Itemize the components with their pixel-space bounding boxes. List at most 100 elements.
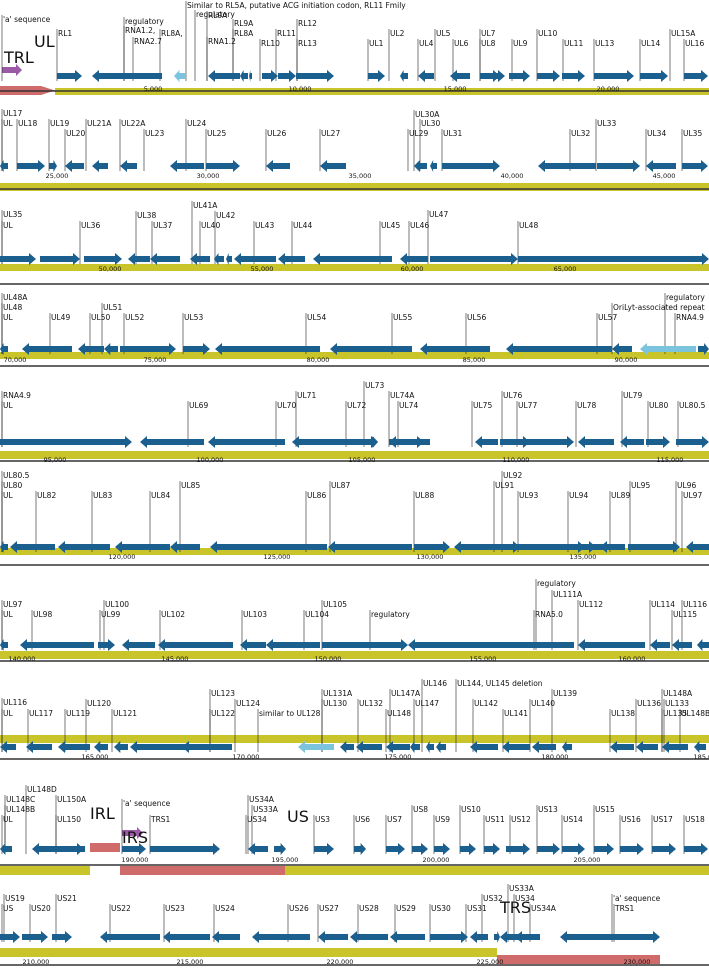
gene-label: US24 <box>215 904 235 913</box>
position-tick: 205,000 <box>574 856 601 864</box>
gene-label: UL133 <box>665 699 689 708</box>
position-tick: 190,000 <box>122 856 149 864</box>
position-tick: 150,000 <box>315 655 342 663</box>
a-sequence-feature <box>122 827 143 839</box>
gene-label: UL <box>3 313 13 322</box>
position-tick: 30,000 <box>197 172 220 180</box>
gene-arrow <box>366 436 378 448</box>
gene-arrow <box>17 160 45 172</box>
gene-arrow <box>183 343 210 355</box>
gene-arrow <box>208 70 240 82</box>
position-tick: 90,000 <box>615 356 638 364</box>
region-label: US <box>287 807 309 826</box>
gene-label: UL54 <box>307 313 326 322</box>
gene-arrow <box>322 639 408 651</box>
gene-label: UL97 <box>683 491 702 500</box>
gene-arrow <box>0 843 12 855</box>
gene-arrow <box>65 160 84 172</box>
gene-arrow <box>450 70 470 82</box>
gene-label: UL44 <box>293 221 312 230</box>
region-label: IRS <box>122 828 148 847</box>
position-tick: 85,000 <box>463 356 486 364</box>
gene-label: similar to UL128 <box>259 709 321 718</box>
gene-label: UL122 <box>211 709 235 718</box>
gene-label: UL92 <box>503 471 522 480</box>
gene-label: UL5 <box>436 29 451 38</box>
gene-label: regulatory <box>125 17 164 26</box>
gene-label: UL93 <box>519 491 538 500</box>
gene-arrow <box>49 160 57 172</box>
gene-arrow <box>408 639 574 651</box>
map-row-10: 210,000 215,000 220,000 225,000 230,000TRSUS… <box>0 884 709 966</box>
position-tick: 70,000 <box>4 356 27 364</box>
gene-arrow <box>98 639 115 651</box>
gene-label: UL18 <box>18 119 37 128</box>
region-bar <box>0 651 709 659</box>
gene-label: 'a' sequence <box>613 894 661 903</box>
gene-arrow <box>170 160 204 172</box>
gene-label: UL <box>3 815 13 824</box>
gene-label: UL132 <box>359 699 383 708</box>
gene-arrow <box>274 843 286 855</box>
gene-arrow <box>410 741 420 753</box>
gene-label: US32 <box>483 894 503 903</box>
position-tick: 75,000 <box>144 356 167 364</box>
position-tick: 155,000 <box>470 655 497 663</box>
gene-arrow <box>0 253 36 265</box>
gene-arrow <box>52 931 72 943</box>
gene-arrow <box>92 160 108 172</box>
position-tick: 200,000 <box>423 856 450 864</box>
gene-arrow <box>140 436 204 448</box>
gene-arrow <box>470 931 488 943</box>
gene-arrow <box>212 931 240 943</box>
gene-label: UL119 <box>66 709 90 718</box>
gene-label: UL121 <box>113 709 137 718</box>
gene-label: UL86 <box>307 491 326 500</box>
gene-label: UL116 <box>3 698 27 707</box>
region-bar <box>0 183 709 191</box>
gene-label: US33A <box>509 884 535 893</box>
gene-arrow <box>122 639 155 651</box>
gene-label: US33A <box>253 805 279 814</box>
gene-label: UL <box>3 709 13 718</box>
gene-arrow <box>698 343 709 355</box>
gene-label: UL141 <box>504 709 528 718</box>
gene-arrow <box>386 843 405 855</box>
gene-arrow <box>190 253 210 265</box>
gene-label: UL144, UL145 deletion <box>457 679 543 688</box>
gene-label: UL148A <box>663 689 693 698</box>
gene-label: US10 <box>461 805 481 814</box>
gene-label: 'a' sequence <box>3 15 51 24</box>
gene-arrow <box>430 160 437 172</box>
position-tick: 220,000 <box>327 958 354 966</box>
position-tick: 175,000 <box>385 753 412 761</box>
gene-label: UL32 <box>571 129 590 138</box>
position-tick: 215,000 <box>177 958 204 966</box>
region-bar <box>120 866 285 875</box>
gene-arrow <box>684 70 708 82</box>
gene-arrow <box>0 541 8 553</box>
gene-label: RL13 <box>298 39 317 48</box>
gene-label: UL150 <box>57 815 81 824</box>
gene-label: US23 <box>165 904 185 913</box>
gene-label: UL30A <box>415 110 440 119</box>
gene-label: regulatory <box>537 579 576 588</box>
position-tick: 80,000 <box>307 356 330 364</box>
region-label: TRS <box>499 898 531 917</box>
gene-arrow <box>652 843 676 855</box>
gene-arrow <box>672 639 692 651</box>
gene-label: OriLyt-associated repeat <box>613 303 705 312</box>
gene-label: UL103 <box>243 610 267 619</box>
region-bar <box>0 451 709 459</box>
gene-label: US22 <box>111 904 131 913</box>
gene-arrow <box>94 741 108 753</box>
gene-label: UL97 <box>3 600 22 609</box>
gene-label: UL146 <box>423 679 447 688</box>
position-tick: 100,000 <box>197 456 224 464</box>
gene-label: UL100 <box>105 600 129 609</box>
gene-label: UL42 <box>216 211 235 220</box>
gene-arrow <box>568 541 596 553</box>
